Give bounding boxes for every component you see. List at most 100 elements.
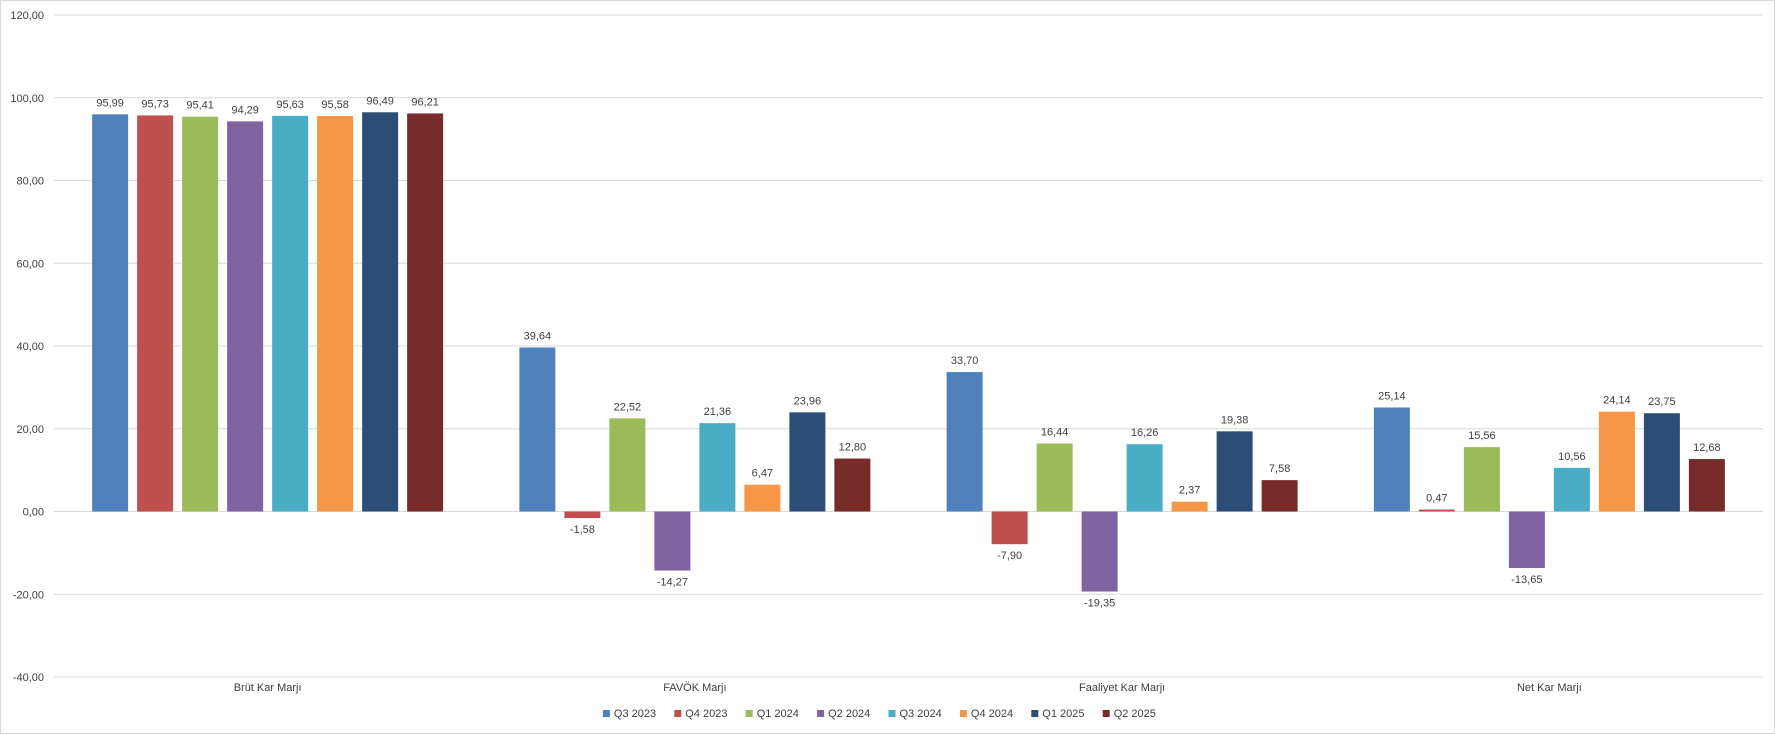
legend-swatch [745,710,753,717]
y-tick-label: 40,00 [16,341,44,353]
data-label: 7,58 [1269,463,1290,475]
legend-item[interactable]: Q3 2023 [602,708,656,720]
data-label: 96,49 [366,95,394,107]
data-label: 24,14 [1603,395,1631,407]
data-label: 22,52 [614,401,642,413]
legend-item[interactable]: Q4 2023 [674,708,728,720]
bar[interactable] [1216,431,1253,512]
data-label: 25,14 [1378,390,1406,402]
data-label: 15,56 [1468,430,1496,442]
bar[interactable] [1463,447,1500,512]
data-label: 2,37 [1179,485,1200,497]
data-label: 94,29 [231,104,259,116]
category-label: Faaliyet Kar Marjı [1079,682,1165,694]
legend-label: Q1 2025 [1042,708,1084,720]
legend-label: Q1 2024 [757,708,799,720]
bar[interactable] [1553,467,1590,512]
legend-item[interactable]: Q4 2024 [959,708,1013,720]
bar[interactable] [317,116,354,512]
bar[interactable] [1688,459,1725,512]
data-label: 23,96 [794,395,822,407]
legend-item[interactable]: Q1 2024 [745,708,799,720]
y-tick-label: 80,00 [16,176,44,188]
bar[interactable] [834,458,871,512]
data-label: 39,64 [524,330,552,342]
bar[interactable] [654,511,691,571]
y-tick-label: 20,00 [16,424,44,436]
bar[interactable] [1643,413,1680,512]
bar[interactable] [92,114,129,512]
bar[interactable] [272,115,309,512]
data-label: 12,68 [1693,442,1721,454]
data-label: 16,26 [1131,427,1159,439]
category-label: FAVÖK Marjı [663,682,726,694]
bar[interactable] [1036,443,1073,512]
data-label: 95,99 [96,97,124,109]
bar[interactable] [1508,511,1545,568]
data-label: 6,47 [752,468,773,480]
bar[interactable] [227,121,264,512]
bars [92,112,1725,592]
y-axis: 120,00 100,00 80,00 60,00 40,00 20,00 0,00 -20,… [10,10,44,684]
data-label: 0,47 [1426,493,1447,505]
category-label: Net Kar Marjı [1517,682,1582,694]
bar[interactable] [789,412,826,512]
legend-label: Q4 2023 [685,708,727,720]
bar[interactable] [744,484,781,512]
data-label: -14,27 [657,577,688,589]
data-label: 96,21 [411,96,439,108]
bar[interactable] [1598,411,1635,512]
bar[interactable] [1171,501,1208,512]
legend-label: Q2 2025 [1114,708,1156,720]
data-label: 16,44 [1041,426,1069,438]
legend-label: Q4 2024 [971,708,1013,720]
legend[interactable]: Q3 2023 Q4 2023 Q1 2024 Q2 2024 Q3 2024 Q4 20… [602,708,1156,720]
bar[interactable] [407,113,444,512]
bar[interactable] [362,112,399,512]
gridlines [54,14,1763,678]
y-tick-label: 60,00 [16,258,44,270]
data-label: 23,75 [1648,396,1676,408]
bar[interactable] [137,115,174,512]
y-tick-label: -20,00 [13,589,44,601]
data-labels: 95,99 95,73 95,41 94,29 95,63 95,58 96,49 96,21… [96,95,1720,609]
y-tick-label: 100,00 [10,93,44,105]
legend-swatch [888,710,896,717]
y-tick-label: -40,00 [13,672,44,684]
data-label: -13,65 [1511,574,1542,586]
legend-swatch [674,710,682,717]
legend-swatch [1102,710,1110,717]
data-label: -1,58 [570,524,595,536]
data-label: -19,35 [1084,598,1115,610]
bar[interactable] [1373,407,1410,512]
bar[interactable] [991,511,1028,545]
bar[interactable] [564,511,601,519]
legend-label: Q3 2024 [900,708,942,720]
data-label: 12,80 [839,442,867,454]
bar[interactable] [946,372,983,512]
legend-item[interactable]: Q2 2025 [1102,708,1156,720]
legend-swatch [602,710,610,717]
legend-label: Q2 2024 [828,708,870,720]
bar[interactable] [1126,444,1163,512]
legend-item[interactable]: Q1 2025 [1031,708,1085,720]
bar[interactable] [1261,480,1298,512]
bar[interactable] [1081,511,1118,592]
y-tick-label: 120,00 [10,10,44,22]
bar[interactable] [182,116,219,512]
data-label: 21,36 [704,406,732,418]
legend-item[interactable]: Q3 2024 [888,708,942,720]
data-label: 19,38 [1221,414,1249,426]
data-label: 95,63 [276,99,304,111]
bar[interactable] [699,423,736,512]
legend-item[interactable]: Q2 2024 [817,708,870,720]
bar[interactable] [609,418,646,512]
data-label: -7,90 [997,550,1022,562]
data-label: 95,41 [186,100,214,112]
data-label: 95,73 [141,98,169,110]
data-label: 10,56 [1558,451,1586,463]
bar[interactable] [519,347,556,512]
bar[interactable] [1418,509,1455,512]
